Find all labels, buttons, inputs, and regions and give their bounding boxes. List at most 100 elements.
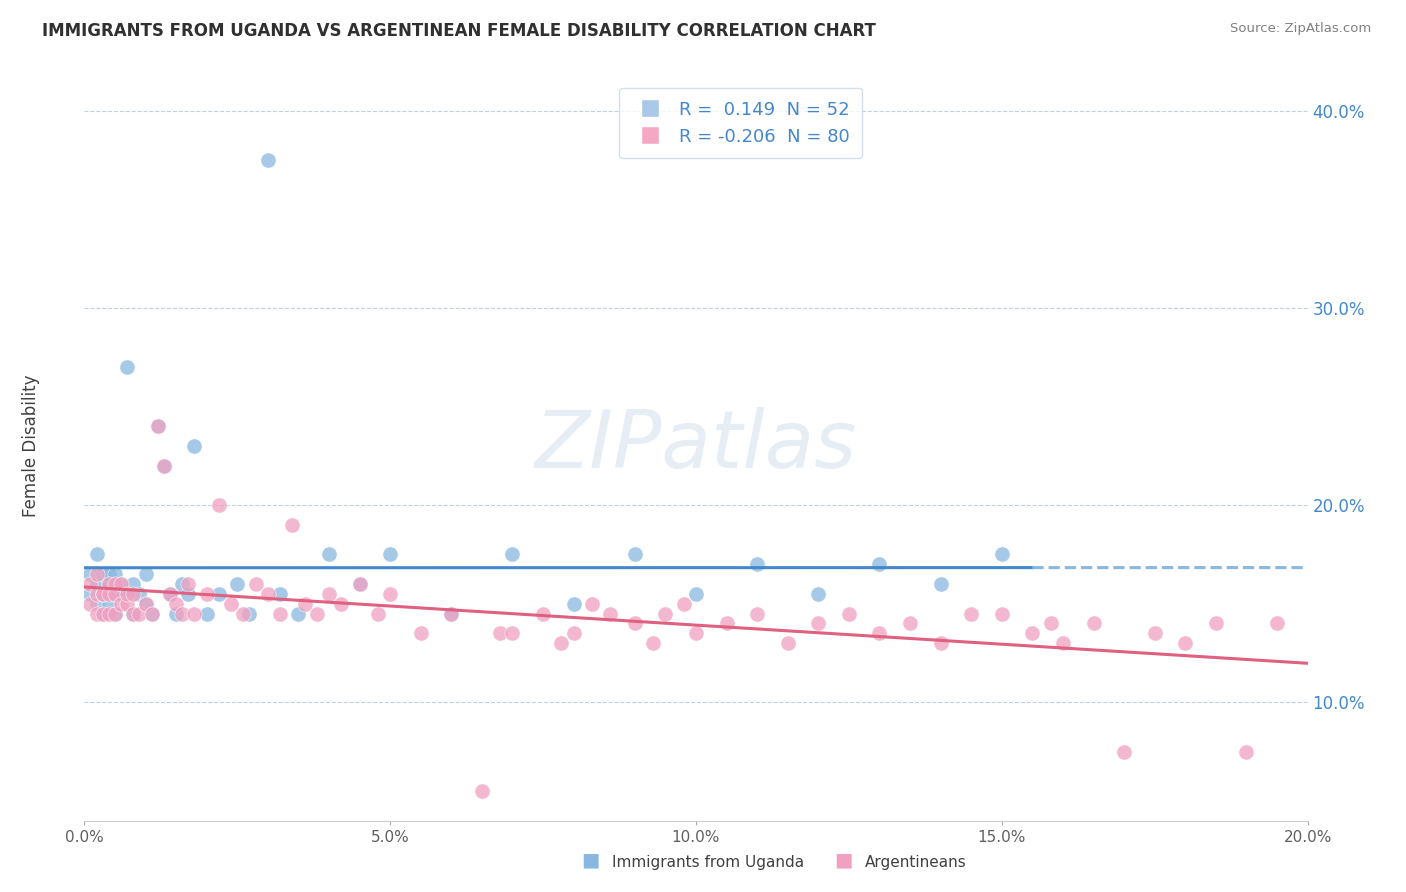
Point — [489, 626, 512, 640]
Point — [349, 577, 371, 591]
Point — [115, 587, 138, 601]
Point — [318, 548, 340, 562]
Point — [1205, 616, 1227, 631]
Point — [471, 784, 494, 798]
Point — [141, 607, 163, 621]
Point — [115, 597, 138, 611]
Point — [183, 439, 205, 453]
Point — [91, 587, 114, 601]
Point — [153, 458, 176, 473]
Point — [238, 607, 260, 621]
Point — [208, 587, 231, 601]
Point — [165, 597, 187, 611]
Point — [86, 607, 108, 621]
Point — [135, 597, 157, 611]
Point — [135, 597, 157, 611]
Point — [110, 577, 132, 591]
Point — [1265, 616, 1288, 631]
Point — [1174, 636, 1197, 650]
Point — [269, 587, 291, 601]
Point — [898, 616, 921, 631]
Point — [86, 548, 108, 562]
Point — [122, 587, 145, 601]
Point — [562, 626, 585, 640]
Point — [165, 607, 187, 621]
Point — [349, 577, 371, 591]
Point — [183, 607, 205, 621]
Point — [195, 587, 218, 601]
Point — [104, 567, 127, 582]
Point — [685, 626, 707, 640]
Point — [86, 597, 108, 611]
Point — [91, 607, 114, 621]
Point — [128, 607, 150, 621]
Point — [79, 577, 101, 591]
Point — [747, 607, 769, 621]
Point — [747, 558, 769, 572]
Point — [146, 419, 169, 434]
Point — [146, 419, 169, 434]
Point — [1021, 626, 1043, 640]
Point — [1143, 626, 1166, 640]
Point — [91, 587, 114, 601]
Point — [367, 607, 389, 621]
Text: IMMIGRANTS FROM UGANDA VS ARGENTINEAN FEMALE DISABILITY CORRELATION CHART: IMMIGRANTS FROM UGANDA VS ARGENTINEAN FE… — [42, 22, 876, 40]
Point — [960, 607, 983, 621]
Point — [86, 567, 108, 582]
Point — [330, 597, 353, 611]
Point — [97, 567, 120, 582]
Point — [122, 607, 145, 621]
Point — [440, 607, 463, 621]
Point — [654, 607, 676, 621]
Point — [305, 607, 328, 621]
Text: Female Disability: Female Disability — [22, 375, 39, 517]
Point — [177, 577, 200, 591]
Legend: R =  0.149  N = 52, R = -0.206  N = 80: R = 0.149 N = 52, R = -0.206 N = 80 — [620, 88, 862, 158]
Point — [581, 597, 603, 611]
Text: ■: ■ — [581, 851, 600, 870]
Point — [838, 607, 860, 621]
Point — [716, 616, 738, 631]
Point — [91, 587, 114, 601]
Point — [115, 360, 138, 375]
Point — [294, 597, 316, 611]
Point — [1083, 616, 1105, 631]
Point — [281, 517, 304, 532]
Point — [141, 607, 163, 621]
Point — [97, 587, 120, 601]
Point — [104, 587, 127, 601]
Point — [409, 626, 432, 640]
Point — [991, 548, 1014, 562]
Point — [122, 577, 145, 591]
Point — [135, 567, 157, 582]
Point — [128, 587, 150, 601]
Text: Argentineans: Argentineans — [865, 855, 966, 870]
Point — [531, 607, 554, 621]
Point — [122, 607, 145, 621]
Point — [91, 607, 114, 621]
Point — [79, 567, 101, 582]
Point — [104, 607, 127, 621]
Point — [269, 607, 291, 621]
Point — [380, 548, 402, 562]
Point — [110, 587, 132, 601]
Point — [643, 636, 665, 650]
Point — [1052, 636, 1074, 650]
Point — [929, 577, 952, 591]
Point — [599, 607, 621, 621]
Point — [257, 153, 280, 167]
Point — [172, 577, 194, 591]
Point — [929, 636, 952, 650]
Point — [104, 577, 127, 591]
Point — [97, 577, 120, 591]
Point — [159, 587, 181, 601]
Point — [219, 597, 242, 611]
Point — [440, 607, 463, 621]
Point — [624, 548, 647, 562]
Text: ZIPatlas: ZIPatlas — [534, 407, 858, 485]
Text: ■: ■ — [834, 851, 853, 870]
Text: Source: ZipAtlas.com: Source: ZipAtlas.com — [1230, 22, 1371, 36]
Point — [226, 577, 249, 591]
Point — [550, 636, 572, 650]
Point — [287, 607, 309, 621]
